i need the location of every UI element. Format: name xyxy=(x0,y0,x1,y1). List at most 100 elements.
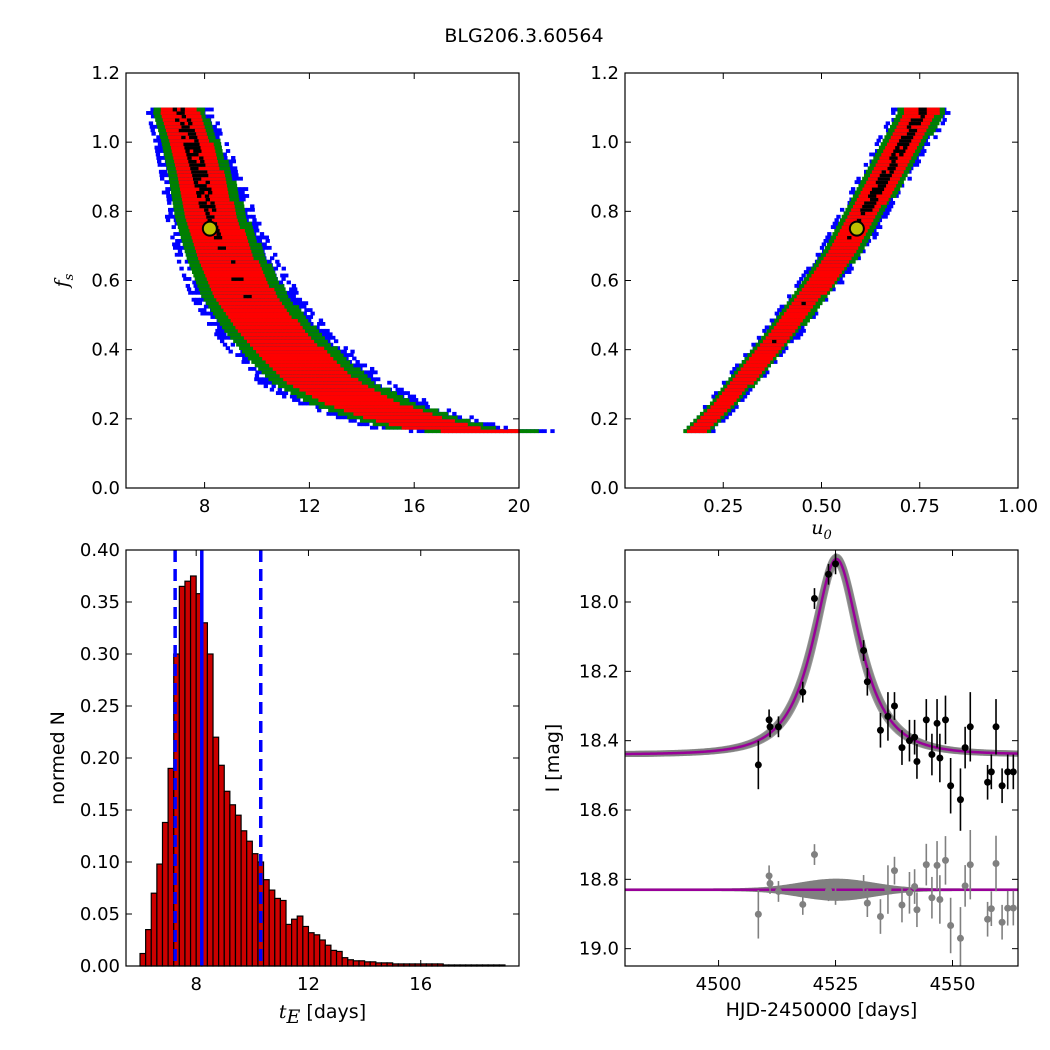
density-cell xyxy=(455,422,460,427)
density-cell xyxy=(230,335,235,340)
density-cell xyxy=(187,183,192,188)
density-cell xyxy=(325,328,330,333)
density-cell xyxy=(442,418,448,423)
density-cell xyxy=(189,214,194,219)
density-cell xyxy=(299,349,304,354)
density-cell xyxy=(186,218,191,223)
density-cell xyxy=(284,311,290,316)
density-cell xyxy=(373,411,378,416)
density-cell xyxy=(265,266,270,271)
density-cell xyxy=(445,415,450,420)
density-cell xyxy=(319,373,324,378)
density-cell xyxy=(167,169,172,174)
density-cell xyxy=(369,405,374,409)
density-cell xyxy=(208,169,213,174)
density-cell xyxy=(338,398,343,402)
density-cell xyxy=(295,349,300,354)
density-cell xyxy=(407,401,412,406)
density-cell xyxy=(397,425,402,430)
density-cell xyxy=(412,422,417,427)
density-cell xyxy=(170,187,175,191)
density-cell xyxy=(409,425,414,430)
density-cell xyxy=(438,418,444,423)
density-cell xyxy=(349,380,354,385)
density-cell xyxy=(518,429,524,434)
density-cell xyxy=(256,283,262,288)
density-cell xyxy=(191,245,196,250)
density-cell xyxy=(230,173,235,178)
density-cell xyxy=(189,194,194,198)
density-cell xyxy=(294,353,299,357)
density-cell xyxy=(259,249,264,254)
density-cell xyxy=(233,218,238,223)
density-cell xyxy=(243,280,248,285)
density-cell xyxy=(326,373,332,378)
density-cell xyxy=(169,183,175,188)
density-cell xyxy=(280,311,286,316)
density-cell xyxy=(212,211,217,216)
density-cell xyxy=(311,373,316,378)
density-cell xyxy=(255,249,260,254)
density-cell xyxy=(211,297,216,302)
density-cell xyxy=(397,405,402,409)
density-cell xyxy=(227,249,232,254)
density-cell xyxy=(212,173,218,178)
density-cell xyxy=(393,384,398,389)
density-cell-core xyxy=(198,200,203,205)
density-cell xyxy=(205,294,210,299)
density-cell xyxy=(236,273,242,278)
density-cell xyxy=(214,332,219,337)
density-cell xyxy=(196,211,201,216)
density-cell xyxy=(193,197,199,202)
density-cell xyxy=(303,349,308,354)
density-cell xyxy=(248,252,253,257)
density-cell xyxy=(235,225,240,230)
density-cell xyxy=(186,242,191,247)
density-cell xyxy=(407,418,412,423)
density-cell xyxy=(269,266,274,271)
density-cell xyxy=(196,225,201,230)
density-cell xyxy=(227,332,232,337)
density-cell xyxy=(267,245,272,250)
density-cell xyxy=(297,315,303,319)
density-cell xyxy=(165,218,171,223)
density-cell xyxy=(248,332,254,337)
density-cell xyxy=(336,349,341,354)
density-cell xyxy=(299,318,305,323)
density-cell xyxy=(416,405,422,409)
density-cell xyxy=(225,294,231,299)
density-cell xyxy=(363,394,368,399)
density-cell xyxy=(213,294,219,299)
density-cell xyxy=(237,211,242,216)
density-cell xyxy=(296,398,301,402)
density-cell xyxy=(287,311,292,316)
density-cell xyxy=(293,384,298,389)
density-cell xyxy=(251,335,257,340)
density-cell xyxy=(360,391,366,396)
density-cell xyxy=(231,332,236,337)
density-cell xyxy=(263,280,268,285)
density-cell xyxy=(395,387,400,392)
density-cell xyxy=(200,263,206,268)
density-cell xyxy=(226,245,231,250)
density-cell xyxy=(267,315,272,319)
density-cell xyxy=(183,187,189,191)
density-cell xyxy=(239,221,245,226)
density-cell xyxy=(392,422,398,427)
density-cell xyxy=(308,366,313,371)
density-cell xyxy=(352,391,358,396)
density-cell xyxy=(345,411,350,416)
density-cell xyxy=(317,332,322,337)
density-cell xyxy=(259,353,264,357)
density-cell xyxy=(331,370,336,375)
density-cell xyxy=(276,377,281,382)
density-cell xyxy=(450,418,455,423)
density-cell xyxy=(249,228,254,233)
density-cell xyxy=(204,190,209,195)
density-cell xyxy=(338,377,343,382)
density-cell xyxy=(342,387,347,392)
density-cell xyxy=(213,197,218,202)
density-cell xyxy=(265,380,270,385)
density-cell xyxy=(186,256,191,261)
density-cell-core xyxy=(239,277,244,281)
